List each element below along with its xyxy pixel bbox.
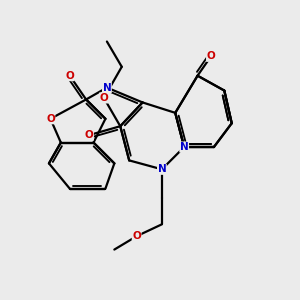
Text: N: N — [103, 82, 111, 93]
Text: O: O — [100, 93, 108, 103]
Text: O: O — [85, 130, 93, 140]
Text: O: O — [207, 51, 215, 62]
Text: O: O — [65, 71, 74, 81]
Text: O: O — [132, 231, 141, 241]
Text: N: N — [180, 142, 189, 152]
Text: N: N — [158, 164, 166, 174]
Text: O: O — [46, 114, 55, 124]
